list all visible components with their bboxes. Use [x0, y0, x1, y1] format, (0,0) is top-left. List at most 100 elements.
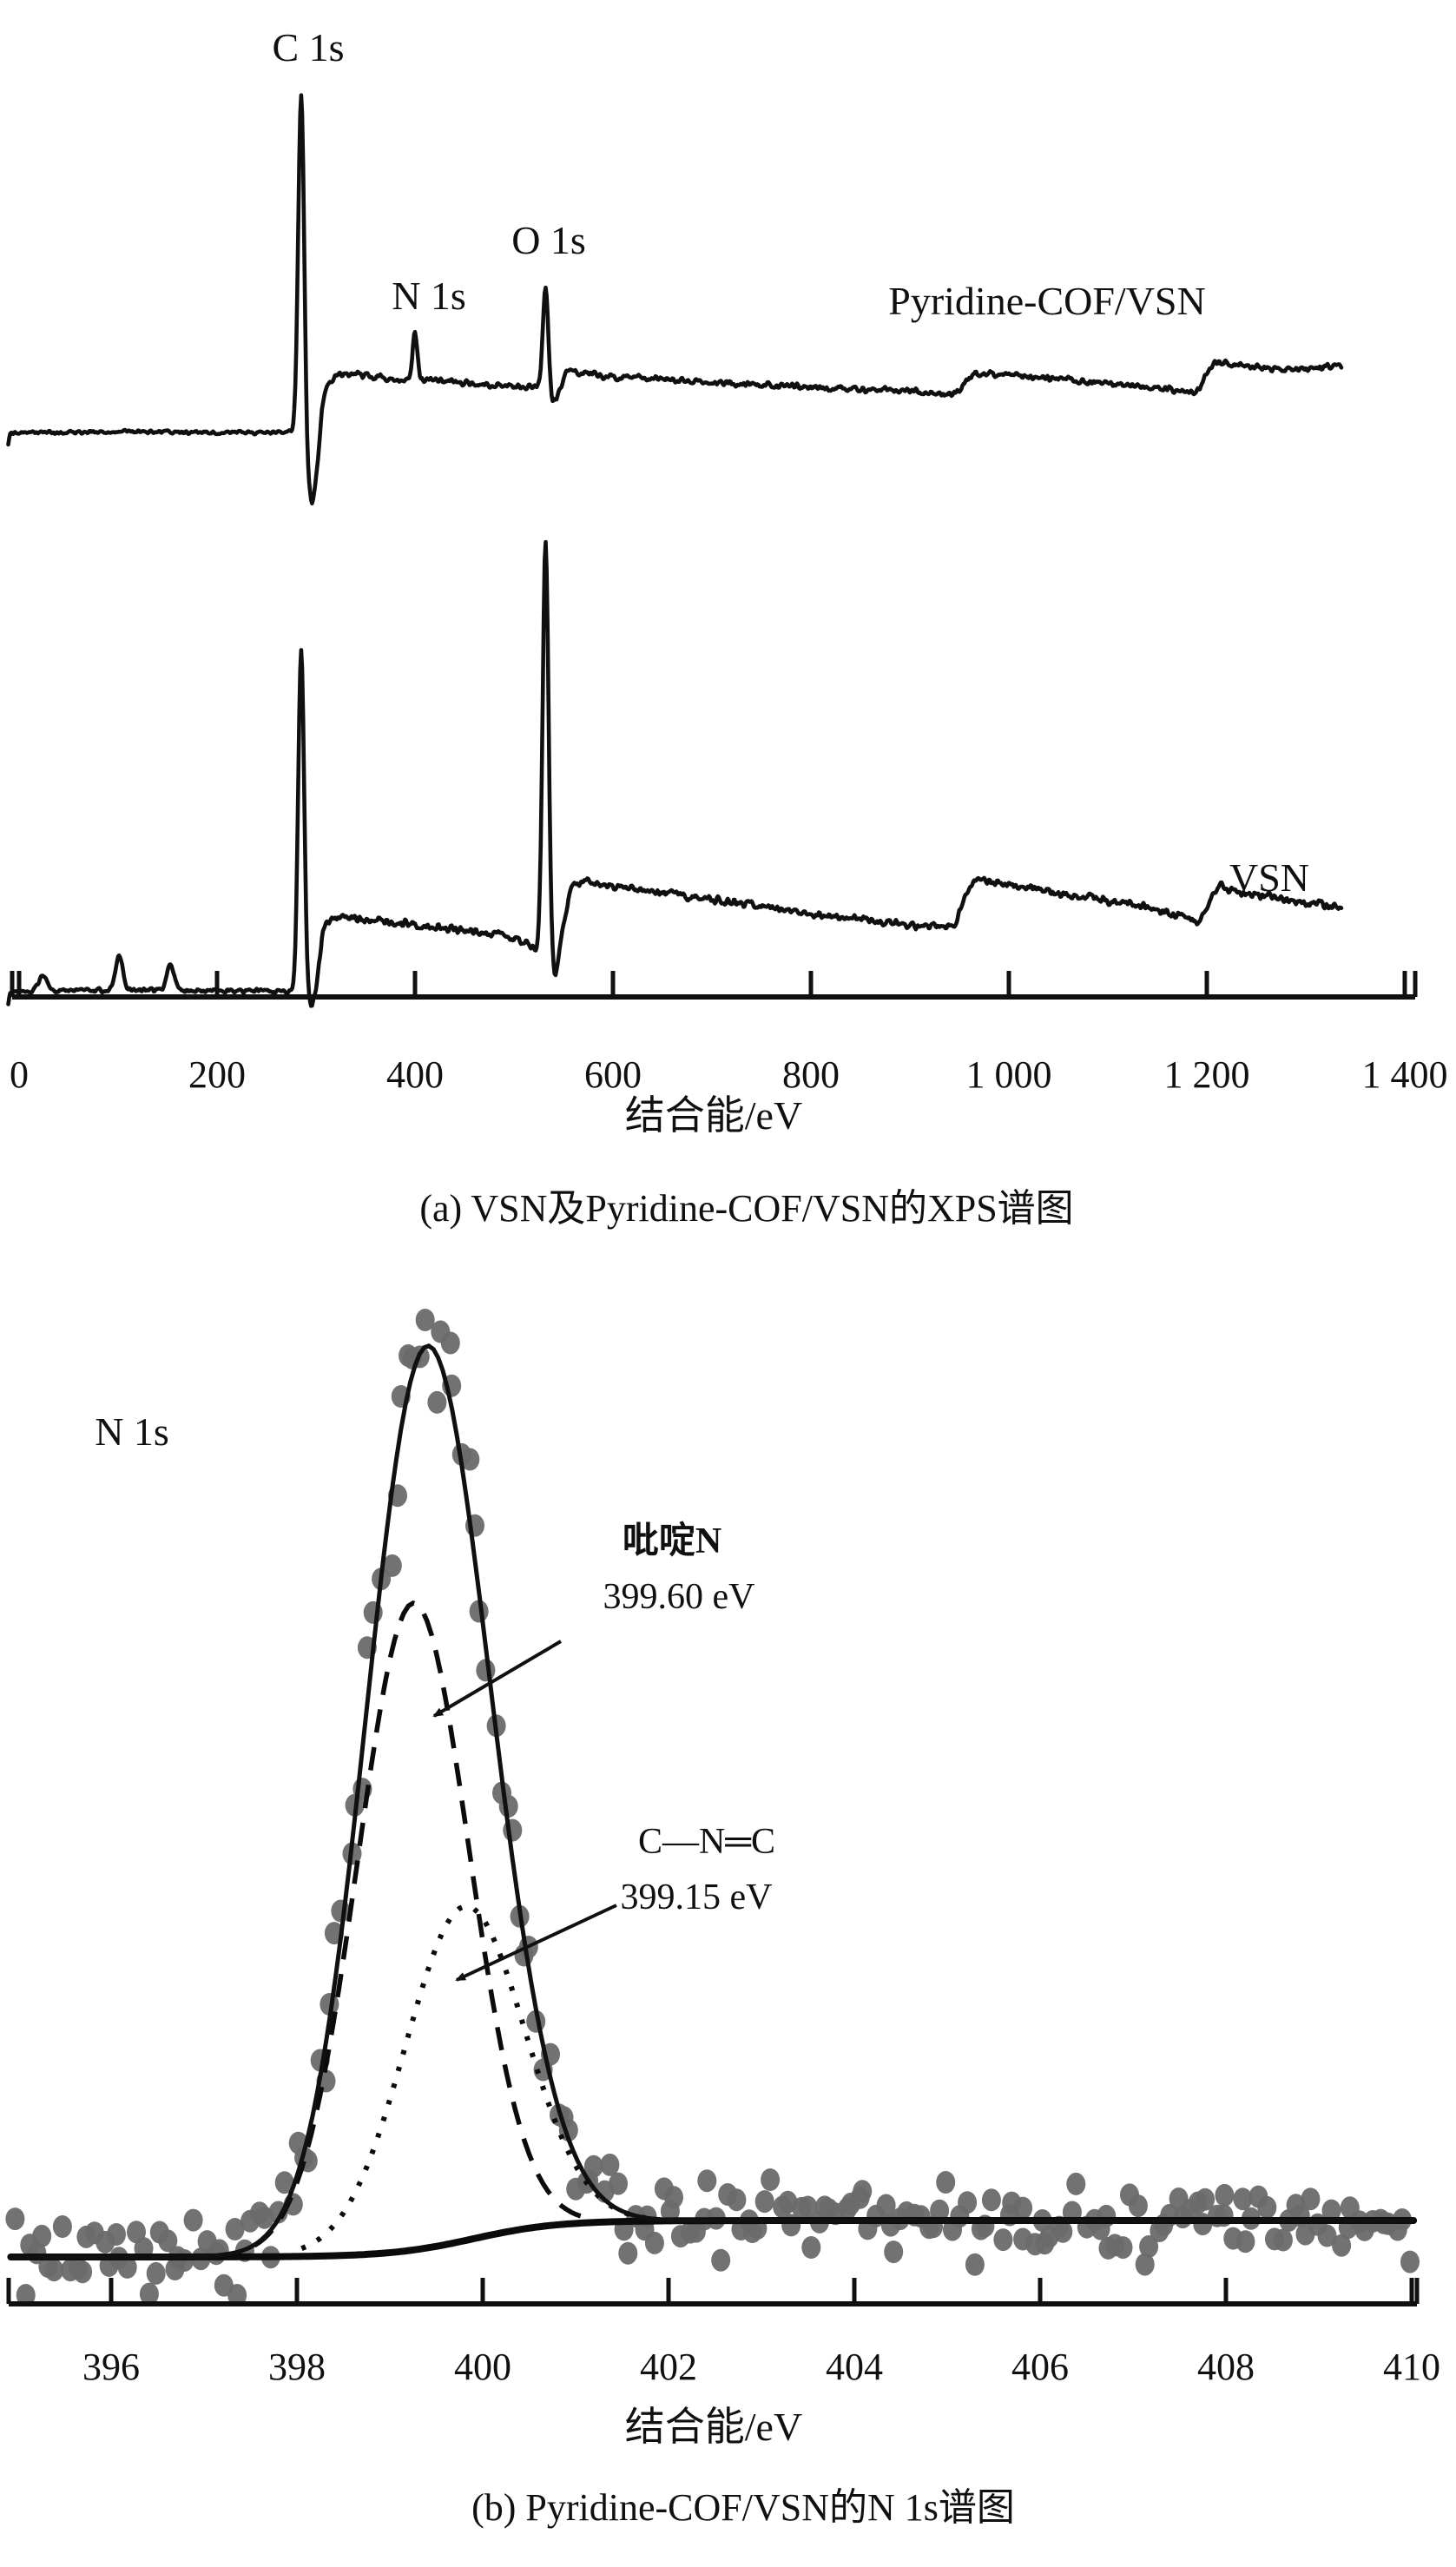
scatter-dot	[1273, 2228, 1293, 2252]
panel-a-tick-label-200: 200	[188, 1053, 246, 1096]
panel-a-caption: (a) VSN及Pyridine-COF/VSN的XPS谱图	[419, 1187, 1073, 1230]
panel-a-x-axis-title: 结合能/eV	[625, 1093, 802, 1138]
scatter-dot	[644, 2231, 664, 2254]
panel-a-tick-label-600: 600	[584, 1053, 642, 1096]
scatter-dot	[583, 2155, 603, 2178]
panel-b-tick-label-400: 400	[454, 2346, 511, 2388]
scatter-dot	[1066, 2172, 1086, 2195]
survey-curve-VSN	[6, 539, 1344, 1008]
survey-curve-Pyridine-COF/VSN	[6, 93, 1344, 505]
scatter-dot	[876, 2194, 896, 2217]
pyridine-n-annotation-arrow	[432, 1640, 563, 1718]
scatter-dot	[1317, 2224, 1337, 2247]
scatter-dot	[1257, 2195, 1277, 2219]
scatter-dot	[1053, 2220, 1073, 2243]
panel-b-tick-label-402: 402	[640, 2346, 697, 2388]
panel-b-tick-label-404: 404	[826, 2346, 883, 2388]
fit-component-dashed	[217, 1600, 586, 2259]
panel-b-tick-label-398: 398	[268, 2346, 326, 2388]
c-n-c-annotation-arrow	[455, 1904, 617, 1982]
scatter-dot	[936, 2171, 956, 2194]
scatter-dot	[32, 2224, 52, 2247]
scatter-dot	[1235, 2230, 1255, 2254]
scatter-dot	[1135, 2253, 1155, 2276]
scatter-dot	[1113, 2236, 1133, 2260]
scatter-dot	[993, 2228, 1013, 2252]
scatter-dot	[1233, 2188, 1253, 2211]
scatter-dot	[711, 2248, 731, 2272]
o1s-peak-label: O 1s	[511, 218, 586, 262]
panel-a-tick-label-1000: 1 000	[966, 1053, 1052, 1096]
scatter-dot	[1128, 2194, 1148, 2218]
panel-a-tick-label-1200: 1 200	[1164, 1053, 1250, 1096]
scatter-dot	[727, 2188, 747, 2212]
panel-a-tick-label-800: 800	[782, 1053, 840, 1096]
scatter-dot	[981, 2188, 1001, 2212]
scatter-dot	[761, 2168, 781, 2191]
scatter-dot	[853, 2180, 873, 2203]
c1s-peak-label: C 1s	[272, 25, 344, 69]
pyridine-n-annotation-value: 399.60 eV	[603, 1577, 755, 1617]
scatter-dot	[415, 1309, 435, 1331]
scatter-dot	[618, 2241, 638, 2265]
scatter-dot	[697, 2169, 717, 2193]
scatter-dot	[274, 2171, 294, 2194]
scatter-dot	[44, 2259, 64, 2282]
c-n-c-annotation-value: 399.15 eV	[621, 1877, 773, 1917]
scatter-dot	[754, 2190, 774, 2214]
scatter-dot	[1215, 2183, 1235, 2207]
scatter-dot	[1301, 2188, 1321, 2211]
pyridine-n-annotation-label: 吡啶N	[623, 1521, 721, 1561]
survey-spectra-panel: 0 200 400 600 800 1 000 1 200 1 400 C 1s N 1s O…	[6, 25, 1448, 1230]
scatter-dot	[1013, 2196, 1033, 2220]
scatter-dot	[609, 2172, 628, 2195]
scatter-dot	[225, 2218, 245, 2240]
scatter-dot	[158, 2229, 178, 2253]
survey-spectra-plot-area: 0 200 400 600 800 1 000 1 200 1 400	[6, 93, 1448, 1096]
scatter-dot	[1400, 2250, 1420, 2273]
scatter-dot	[382, 1554, 402, 1577]
panel-b-x-axis-title: 结合能/eV	[625, 2405, 802, 2449]
n1s-fit-panel: 396 398 400 402 404 406 408 410 N 1s 吡啶N 399.60…	[5, 1309, 1440, 2529]
scatter-dot	[1196, 2188, 1216, 2211]
series-label-vsn: VSN	[1229, 855, 1309, 900]
scatter-dot	[930, 2199, 950, 2222]
scatter-dot	[965, 2253, 985, 2276]
fit-envelope-curve	[10, 1343, 1414, 2260]
series-label-pyridine-cof-vsn: Pyridine-COF/VSN	[888, 279, 1205, 323]
scatter-dot	[958, 2191, 978, 2214]
panel-b-tick-label-396: 396	[82, 2346, 140, 2388]
c-n-c-annotation-label: C—N═C	[638, 1822, 775, 1862]
scatter-dot	[1139, 2235, 1159, 2258]
scatter-dot	[427, 1390, 447, 1414]
scatter-dot	[798, 2195, 818, 2219]
n1s-scatter-points	[5, 1309, 1420, 2306]
panel-b-caption: (b) Pyridine-COF/VSN的N 1s谱图	[471, 2486, 1015, 2529]
panel-b-tick-label-408: 408	[1197, 2346, 1255, 2388]
panel-b-corner-label-n1s: N 1s	[95, 1409, 169, 1454]
panel-a-tick-label-0: 0	[10, 1053, 29, 1096]
scatter-dot	[884, 2240, 904, 2264]
scatter-dot	[664, 2186, 683, 2209]
scatter-dot	[73, 2260, 93, 2284]
scatter-dot	[52, 2215, 72, 2238]
scatter-dot	[440, 1331, 460, 1355]
scatter-dot	[139, 2282, 159, 2306]
n1s-peak-label: N 1s	[392, 274, 466, 318]
scatter-dot	[117, 2255, 137, 2279]
scatter-dot	[227, 2284, 247, 2306]
scatter-dot	[1332, 2234, 1352, 2257]
n1s-fit-plot-area: 396 398 400 402 404 406 408 410	[5, 1309, 1440, 2388]
panel-a-tick-label-1400: 1 400	[1362, 1053, 1448, 1096]
panel-b-tick-label-406: 406	[1011, 2346, 1069, 2388]
scatter-dot	[183, 2208, 203, 2232]
scatter-dot	[460, 1448, 480, 1471]
scatter-dot	[5, 2207, 25, 2231]
scatter-dot	[146, 2261, 166, 2285]
panel-a-tick-label-400: 400	[386, 1053, 444, 1096]
scatter-dot	[1321, 2199, 1341, 2222]
scatter-dot	[600, 2153, 620, 2176]
scatter-dot	[107, 2223, 126, 2246]
scatter-dot	[801, 2236, 821, 2259]
